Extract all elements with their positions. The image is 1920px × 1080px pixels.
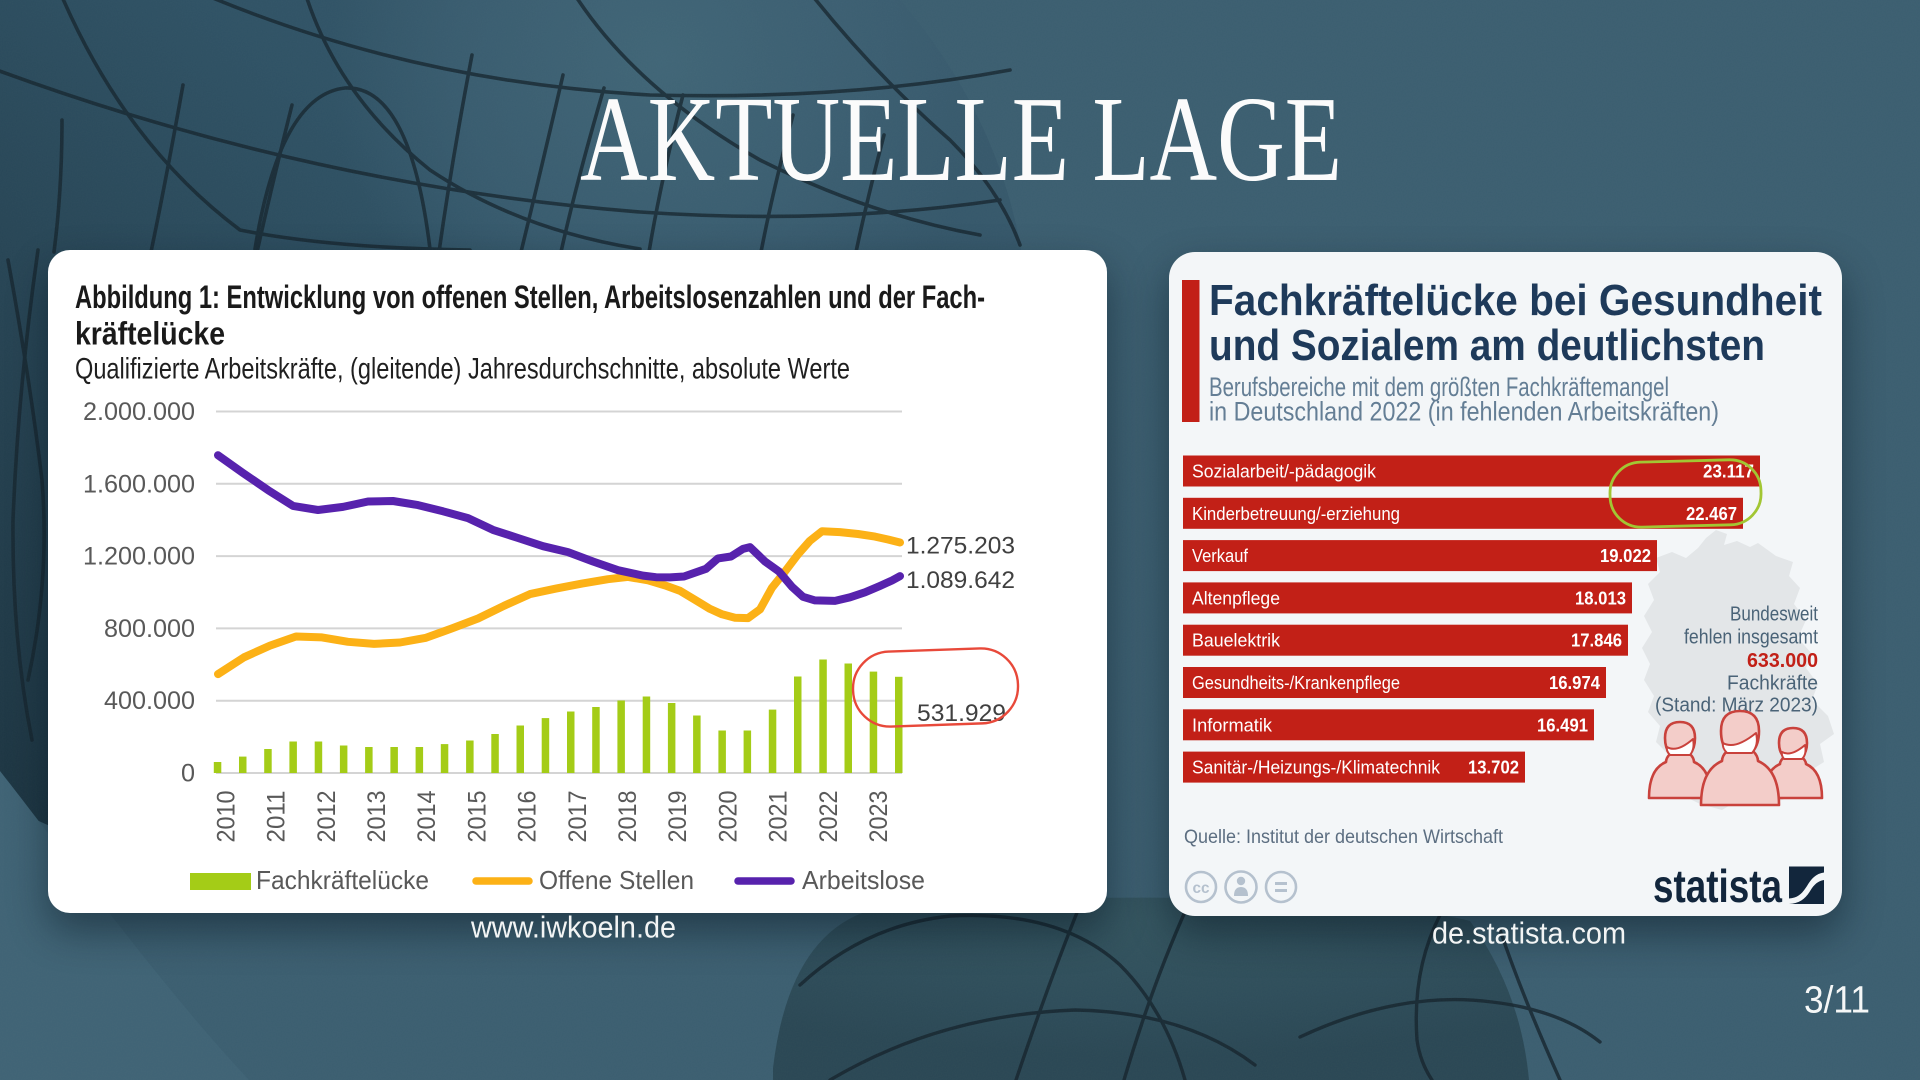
- svg-text:www.iwkoeln.de: www.iwkoeln.de: [470, 910, 676, 945]
- svg-text:Quelle: Institut der deutschen: Quelle: Institut der deutschen Wirtschaf…: [1184, 826, 1504, 848]
- svg-text:16.491: 16.491: [1537, 714, 1588, 735]
- svg-text:Bauelektrik: Bauelektrik: [1192, 630, 1281, 651]
- svg-text:1.600.000: 1.600.000: [83, 470, 195, 498]
- svg-text:23.117: 23.117: [1703, 461, 1754, 482]
- svg-text:1.089.642: 1.089.642: [906, 567, 1015, 594]
- svg-text:800.000: 800.000: [104, 615, 195, 643]
- svg-text:2018: 2018: [614, 791, 642, 843]
- svg-text:2014: 2014: [413, 790, 441, 842]
- svg-text:Berufsbereiche mit dem größten: Berufsbereiche mit dem größten Fachkräft…: [1209, 372, 1669, 402]
- svg-text:17.846: 17.846: [1571, 630, 1622, 651]
- svg-text:Offene Stellen: Offene Stellen: [539, 865, 694, 895]
- svg-text:2016: 2016: [514, 791, 542, 843]
- svg-text:2012: 2012: [313, 791, 341, 843]
- svg-text:2022: 2022: [815, 791, 843, 843]
- svg-text:statista: statista: [1653, 860, 1782, 912]
- svg-text:Arbeitslose: Arbeitslose: [802, 865, 925, 895]
- svg-text:Informatik: Informatik: [1192, 714, 1273, 735]
- svg-text:16.974: 16.974: [1549, 672, 1601, 693]
- svg-text:Sozialarbeit/-pädagogik: Sozialarbeit/-pädagogik: [1192, 461, 1377, 482]
- svg-text:22.467: 22.467: [1686, 503, 1737, 524]
- svg-text:Abbildung 1: Entwicklung von o: Abbildung 1: Entwicklung von offenen Ste…: [75, 279, 985, 315]
- svg-text:Bundesweit: Bundesweit: [1730, 603, 1818, 626]
- svg-text:Gesundheits-/Krankenpflege: Gesundheits-/Krankenpflege: [1192, 672, 1400, 693]
- svg-text:633.000: 633.000: [1747, 649, 1818, 672]
- svg-text:0: 0: [181, 760, 195, 788]
- svg-text:Fachkräfte: Fachkräfte: [1727, 672, 1818, 695]
- svg-text:Qualifizierte Arbeitskräfte, (: Qualifizierte Arbeitskräfte, (gleitende)…: [75, 353, 850, 386]
- svg-text:2015: 2015: [463, 791, 491, 843]
- svg-text:Sanitär-/Heizungs-/Klimatechni: Sanitär-/Heizungs-/Klimatechnik: [1192, 757, 1441, 778]
- svg-text:Fachkräftelücke: Fachkräftelücke: [256, 865, 429, 895]
- svg-text:2019: 2019: [664, 791, 692, 843]
- svg-text:(Stand: März 2023): (Stand: März 2023): [1655, 694, 1818, 717]
- svg-text:de.statista.com: de.statista.com: [1432, 916, 1626, 951]
- svg-text:Fachkräftelücke bei Gesundheit: Fachkräftelücke bei Gesundheit: [1209, 277, 1822, 325]
- svg-text:2.000.000: 2.000.000: [83, 398, 195, 426]
- svg-text:13.702: 13.702: [1468, 757, 1519, 778]
- svg-text:2023: 2023: [865, 791, 893, 843]
- svg-text:Altenpflege: Altenpflege: [1192, 587, 1280, 608]
- svg-text:2020: 2020: [714, 791, 742, 843]
- svg-text:Kinderbetreuung/-erziehung: Kinderbetreuung/-erziehung: [1192, 503, 1400, 524]
- svg-text:1.275.203: 1.275.203: [906, 532, 1015, 559]
- svg-text:18.013: 18.013: [1575, 587, 1626, 608]
- svg-text:2010: 2010: [212, 791, 240, 843]
- svg-text:19.022: 19.022: [1600, 545, 1651, 566]
- svg-text:Verkauf: Verkauf: [1192, 545, 1249, 566]
- svg-text:fehlen insgesamt: fehlen insgesamt: [1684, 626, 1818, 649]
- svg-text:2013: 2013: [363, 791, 391, 843]
- svg-text:2011: 2011: [263, 791, 291, 843]
- svg-text:AKTUELLE LAGE: AKTUELLE LAGE: [580, 72, 1342, 207]
- svg-text:2017: 2017: [564, 791, 592, 843]
- svg-text:und Sozialem am deutlichsten: und Sozialem am deutlichsten: [1209, 322, 1765, 370]
- svg-text:400.000: 400.000: [104, 687, 195, 715]
- svg-text:1.200.000: 1.200.000: [83, 543, 195, 571]
- svg-text:3/11: 3/11: [1804, 980, 1870, 1022]
- svg-text:cc: cc: [1193, 880, 1210, 897]
- svg-text:kräftelücke: kräftelücke: [75, 315, 225, 351]
- svg-text:in Deutschland 2022 (in fehlen: in Deutschland 2022 (in fehlenden Arbeit…: [1209, 397, 1719, 427]
- svg-text:2021: 2021: [765, 791, 793, 843]
